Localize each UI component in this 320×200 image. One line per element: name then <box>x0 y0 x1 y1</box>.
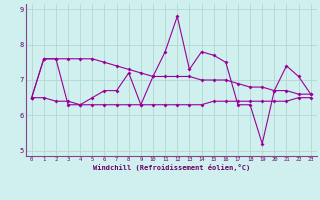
X-axis label: Windchill (Refroidissement éolien,°C): Windchill (Refroidissement éolien,°C) <box>92 164 250 171</box>
